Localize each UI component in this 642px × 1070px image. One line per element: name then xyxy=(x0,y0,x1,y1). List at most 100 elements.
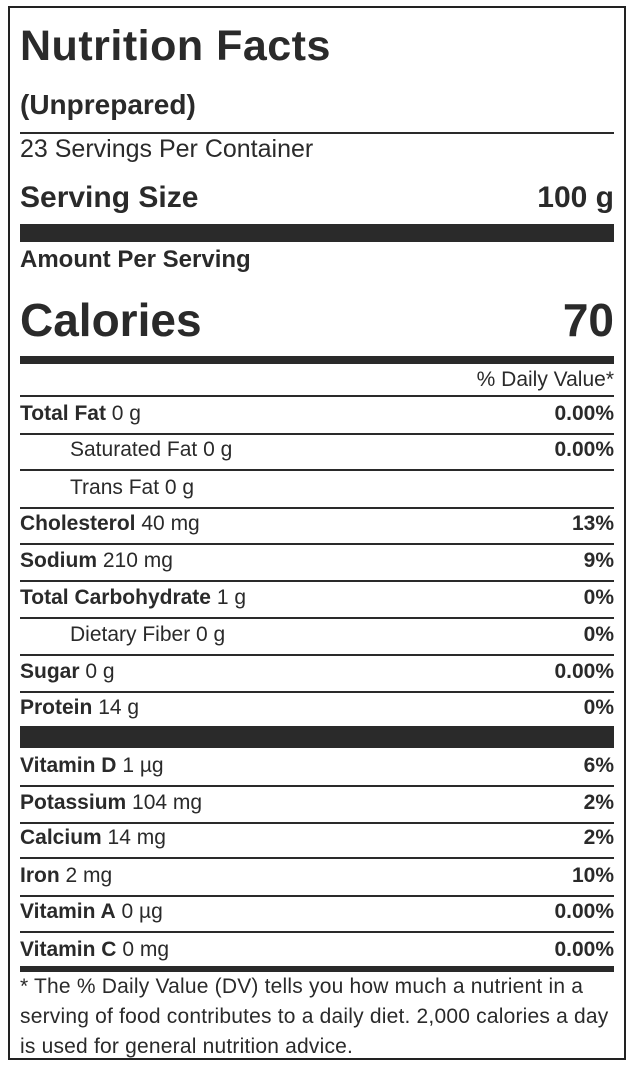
nutrient-row: Iron 2 mg 10% xyxy=(20,862,614,890)
rule-medium xyxy=(20,966,614,972)
daily-value-percent: 0.00% xyxy=(554,660,614,683)
nutrient-name: Protein xyxy=(20,696,93,719)
rule-medium xyxy=(20,356,614,364)
rule-thin xyxy=(20,617,614,619)
nutrient-row: Total Carbohydrate 1 g 0% xyxy=(20,584,614,612)
nutrient-name: Vitamin C xyxy=(20,938,117,961)
footnote: * The % Daily Value (DV) tells you how m… xyxy=(20,975,609,1058)
nutrient-row: Dietary Fiber 0 g 0% xyxy=(20,621,614,649)
nutrient-amount: 0 g xyxy=(196,623,226,646)
daily-value-percent: 2% xyxy=(583,791,614,814)
nutrient-row: Total Fat 0 g 0.00% xyxy=(20,400,614,428)
calories-label: Calories xyxy=(20,294,202,346)
nutrient-amount: 0 µg xyxy=(121,900,163,923)
rule-thin xyxy=(20,507,614,509)
nutrient-label: Vitamin D 1 µg xyxy=(20,754,164,777)
rule-thin xyxy=(20,822,614,824)
nutrient-label: Total Carbohydrate 1 g xyxy=(20,586,246,609)
rule-thin xyxy=(20,543,614,545)
serving-size-value: 100 g xyxy=(537,181,614,214)
nutrient-name: Dietary Fiber xyxy=(70,623,191,646)
nutrient-amount: 210 mg xyxy=(102,549,173,572)
nutrient-label: Vitamin C 0 mg xyxy=(20,938,169,961)
daily-value-percent: 0% xyxy=(583,696,614,719)
daily-value-percent: 0.00% xyxy=(554,438,614,461)
nutrient-label: Trans Fat 0 g xyxy=(20,476,194,499)
rule-thin xyxy=(20,395,614,397)
nutrient-amount: 0 mg xyxy=(122,938,169,961)
nutrient-label: Vitamin A 0 µg xyxy=(20,900,163,923)
nutrient-name: Cholesterol xyxy=(20,512,136,535)
daily-value-percent: 0.00% xyxy=(554,900,614,923)
nutrient-name: Saturated Fat xyxy=(70,438,198,461)
nutrient-name: Iron xyxy=(20,864,60,887)
nutrient-row: Vitamin A 0 µg 0.00% xyxy=(20,898,614,926)
nutrient-row: Calcium 14 mg 2% xyxy=(20,824,614,852)
nutrient-amount: 14 mg xyxy=(107,826,166,849)
rule-thin xyxy=(20,132,614,134)
nutrient-row: Saturated Fat 0 g 0.00% xyxy=(20,436,614,464)
daily-value-percent: 0.00% xyxy=(554,938,614,961)
label-title: Nutrition Facts xyxy=(20,22,331,70)
nutrient-label: Sodium 210 mg xyxy=(20,549,173,572)
daily-value-percent: 0% xyxy=(583,623,614,646)
nutrient-label: Protein 14 g xyxy=(20,696,139,719)
nutrient-amount: 2 mg xyxy=(65,864,113,887)
nutrient-name: Vitamin D xyxy=(20,754,117,777)
rule-thin xyxy=(20,580,614,582)
rule-thin xyxy=(20,691,614,693)
nutrient-amount: 0 g xyxy=(85,660,115,683)
nutrient-amount: 0 g xyxy=(164,476,195,499)
nutrient-row: Cholesterol 40 mg 13% xyxy=(20,510,614,538)
daily-value-percent: 2% xyxy=(583,826,614,849)
rule-thin xyxy=(20,469,614,471)
nutrient-amount: 1 µg xyxy=(122,754,164,777)
nutrient-amount: 40 mg xyxy=(141,512,200,535)
nutrient-name: Potassium xyxy=(20,791,127,814)
daily-value-header: % Daily Value* xyxy=(476,368,614,391)
nutrient-label: Iron 2 mg xyxy=(20,864,112,887)
label-subtitle: (Unprepared) xyxy=(20,89,196,120)
nutrient-row: Potassium 104 mg 2% xyxy=(20,789,614,817)
nutrient-row: Sodium 210 mg 9% xyxy=(20,547,614,575)
nutrient-amount: 104 mg xyxy=(132,791,203,814)
nutrient-name: Total Carbohydrate xyxy=(20,586,211,609)
nutrient-name: Vitamin A xyxy=(20,900,116,923)
rule-thin xyxy=(20,785,614,787)
rule-thick xyxy=(20,726,614,748)
daily-value-percent: 0% xyxy=(583,586,614,609)
nutrient-amount: 14 g xyxy=(98,696,140,719)
amount-per-serving: Amount Per Serving xyxy=(20,246,251,273)
rule-thin xyxy=(20,895,614,897)
nutrient-label: Cholesterol 40 mg xyxy=(20,512,200,535)
nutrient-amount: 0 g xyxy=(111,402,141,425)
nutrient-label: Saturated Fat 0 g xyxy=(20,438,232,461)
serving-size-label: Serving Size xyxy=(20,181,199,214)
nutrient-label: Potassium 104 mg xyxy=(20,791,202,814)
rule-thick xyxy=(20,224,614,242)
nutrition-label: Nutrition Facts (Unprepared) 23 Servings… xyxy=(8,6,626,1060)
nutrient-row: Vitamin C 0 mg 0.00% xyxy=(20,936,614,964)
nutrient-row: Trans Fat 0 g xyxy=(20,474,614,502)
daily-value-percent: 10% xyxy=(571,864,614,887)
nutrient-name: Sugar xyxy=(20,660,80,683)
rule-thin xyxy=(20,931,614,933)
daily-value-percent: 13% xyxy=(571,512,614,535)
nutrient-name: Calcium xyxy=(20,826,102,849)
nutrient-label: Calcium 14 mg xyxy=(20,826,166,849)
daily-value-percent: 6% xyxy=(583,754,614,777)
nutrient-row: Vitamin D 1 µg 6% xyxy=(20,752,614,780)
nutrient-amount: 0 g xyxy=(203,438,233,461)
nutrient-name: Trans Fat xyxy=(70,476,160,499)
daily-value-percent: 0.00% xyxy=(554,402,614,425)
rule-thin xyxy=(20,433,614,435)
nutrient-name: Sodium xyxy=(20,549,97,572)
nutrient-label: Total Fat 0 g xyxy=(20,402,141,425)
nutrient-label: Dietary Fiber 0 g xyxy=(20,623,225,646)
nutrient-row: Protein 14 g 0% xyxy=(20,694,614,722)
serving-size-row: Serving Size 100 g xyxy=(20,179,614,217)
rule-thin xyxy=(20,857,614,859)
nutrient-name: Total Fat xyxy=(20,402,106,425)
nutrient-amount: 1 g xyxy=(216,586,247,609)
calories-row: Calories 70 xyxy=(20,292,614,348)
